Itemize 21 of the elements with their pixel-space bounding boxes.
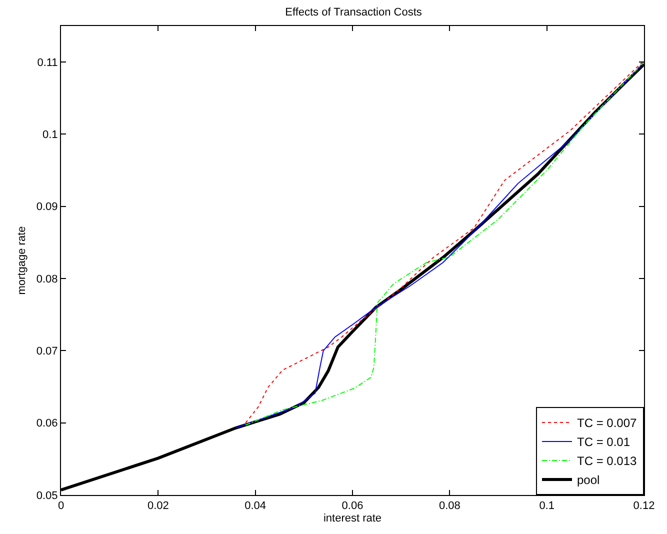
x-tick-label: 0 <box>58 500 64 512</box>
legend-label: TC = 0.01 <box>577 435 630 450</box>
y-tick-label: 0.11 <box>37 56 58 69</box>
y-axis-title: mortgage rate <box>16 226 28 295</box>
x-tick-label: 0.04 <box>244 500 266 512</box>
y-tick-label: 0.08 <box>36 273 58 286</box>
x-tick-label: 0.08 <box>438 500 460 512</box>
legend-label: TC = 0.013 <box>577 454 638 468</box>
x-axis-title: interest rate <box>323 512 382 524</box>
x-tick-label: 0.06 <box>342 500 364 512</box>
chart-title: Effects of Transaction Costs <box>285 6 422 19</box>
x-tick-label: 0.02 <box>147 500 169 512</box>
legend-label: pool <box>577 473 600 488</box>
x-tick-label: 0.12 <box>633 500 655 512</box>
y-tick-label: 0.05 <box>36 490 58 502</box>
y-tick-label: 0.09 <box>36 201 58 214</box>
y-tick-label: 0.1 <box>42 129 58 142</box>
y-tick-label: 0.06 <box>36 418 58 430</box>
x-tick-label: 0.1 <box>539 500 554 512</box>
y-tick-label: 0.07 <box>36 346 58 358</box>
legend-label: TC = 0.007 <box>577 416 638 430</box>
